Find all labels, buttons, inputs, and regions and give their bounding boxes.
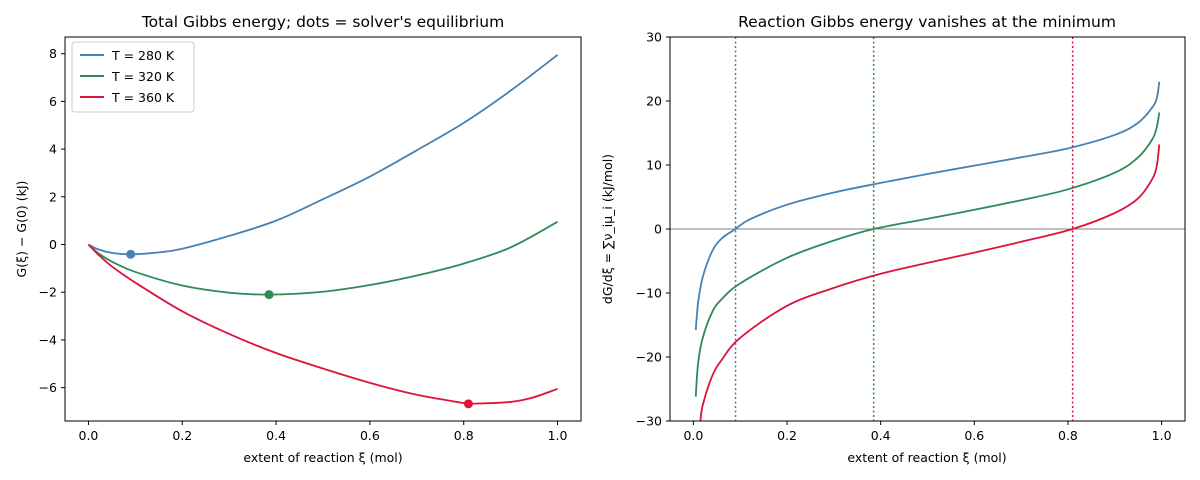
x-tick-label-left: 1.0 — [548, 428, 568, 443]
gibbs-energy-panel: Total Gibbs energy; dots = solver's equi… — [14, 13, 582, 465]
y-tick-label-right: −20 — [636, 350, 662, 365]
y-tick-label-right: −30 — [636, 414, 662, 429]
x-tick-label-right: 0.2 — [777, 428, 797, 443]
x-tick-label-right: 0.8 — [1058, 428, 1078, 443]
series-line-t320 — [694, 112, 1161, 397]
x-tick-label-left: 0.2 — [172, 428, 192, 443]
y-tick-label-right: 30 — [646, 30, 662, 45]
x-tick-label-left: 0.0 — [79, 428, 99, 443]
legend: T = 280 K T = 320 K T = 360 K — [71, 41, 195, 113]
y-tick-label-left: −4 — [39, 332, 57, 347]
legend-label-320: T = 320 K — [111, 69, 175, 84]
series-line-t360 — [699, 144, 1161, 421]
y-ticks-right: −30 −20 −10 0 10 20 30 — [636, 30, 670, 429]
x-axis-label-right: extent of reaction ξ (mol) — [847, 450, 1006, 465]
y-tick-label-right: 10 — [646, 158, 662, 173]
x-tick-label-left: 0.6 — [360, 428, 380, 443]
x-tick-label-right: 0.0 — [683, 428, 703, 443]
equilibrium-dot-t320 — [264, 290, 274, 300]
x-tick-label-right: 0.6 — [964, 428, 984, 443]
y-tick-label-left: 8 — [49, 46, 57, 61]
y-tick-label-left: −6 — [39, 380, 57, 395]
legend-label-280: T = 280 K — [111, 48, 175, 63]
y-tick-label-left: 0 — [49, 237, 57, 252]
legend-box — [71, 41, 195, 113]
x-axis-label-left: extent of reaction ξ (mol) — [243, 450, 402, 465]
y-axis-label-left: G(ξ) − G(0) (kJ) — [14, 181, 29, 278]
equilibrium-dot-t360 — [463, 399, 473, 409]
equilibrium-dots — [126, 249, 473, 409]
y-ticks-left: −6 −4 −2 0 2 4 6 8 — [39, 46, 65, 395]
equilibrium-vlines — [734, 37, 1074, 421]
x-ticks-left: 0.0 0.2 0.4 0.6 0.8 1.0 — [79, 421, 568, 443]
series-line-t280 — [88, 54, 559, 256]
y-tick-label-left: 2 — [49, 189, 57, 204]
y-tick-label-left: −2 — [39, 285, 57, 300]
series-line-t360 — [87, 243, 558, 406]
series-line-t280 — [694, 81, 1161, 331]
x-ticks-right: 0.0 0.2 0.4 0.6 0.8 1.0 — [683, 421, 1172, 443]
y-tick-label-left: 6 — [49, 94, 57, 109]
legend-label-360: T = 360 K — [111, 90, 175, 105]
plot-frame-right — [669, 36, 1186, 422]
y-tick-label-right: −10 — [636, 286, 662, 301]
plot-frame-left — [64, 36, 582, 422]
x-tick-label-left: 0.8 — [454, 428, 474, 443]
x-tick-label-left: 0.4 — [266, 428, 286, 443]
y-tick-label-right: 20 — [646, 94, 662, 109]
reaction-gibbs-panel: Reaction Gibbs energy vanishes at the mi… — [600, 13, 1186, 465]
x-tick-label-right: 0.4 — [871, 428, 891, 443]
chart-title-left: Total Gibbs energy; dots = solver's equi… — [141, 13, 504, 31]
y-tick-label-right: 0 — [654, 222, 662, 237]
y-tick-label-left: 4 — [49, 142, 57, 157]
chart-title-right: Reaction Gibbs energy vanishes at the mi… — [738, 13, 1116, 31]
equilibrium-dot-t280 — [126, 249, 136, 259]
y-axis-label-right: dG/dξ = ∑ν_iμ_i (kJ/mol) — [600, 154, 615, 304]
series-line-t320 — [87, 221, 558, 296]
series-lines-right — [694, 81, 1161, 421]
x-tick-label-right: 1.0 — [1152, 428, 1172, 443]
